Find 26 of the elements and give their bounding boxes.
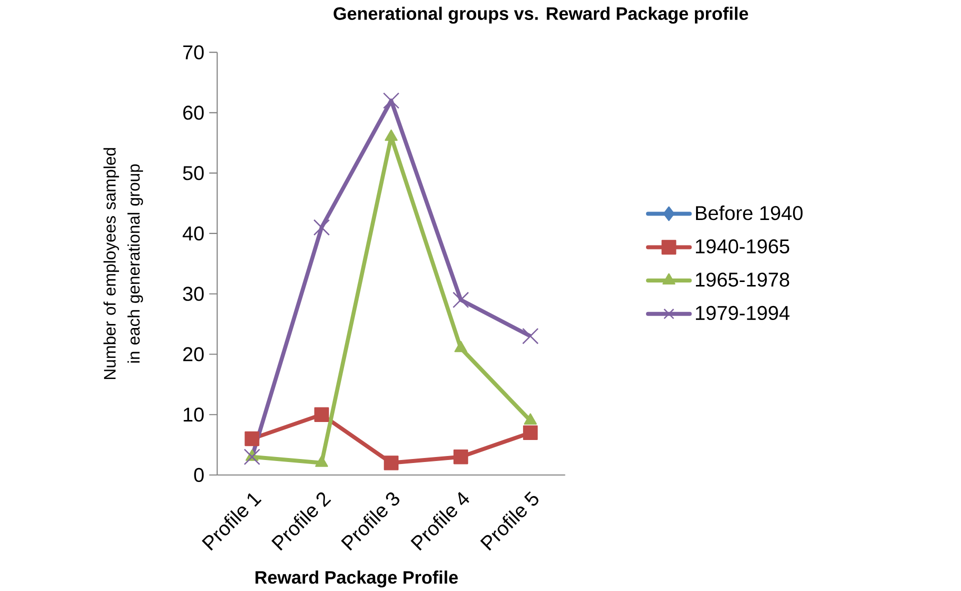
point — [314, 407, 329, 422]
point — [384, 456, 399, 470]
y-tick-label: 10 — [184, 408, 204, 422]
point — [382, 92, 400, 109]
y-tick-label: 70 — [183, 45, 204, 60]
point — [244, 431, 260, 446]
y-tick-label: 20 — [183, 347, 204, 362]
y-axis-title: Number of employees sampled in each generational group — [103, 148, 144, 380]
point — [523, 425, 538, 440]
point — [313, 219, 330, 236]
y-tick-label: 50 — [183, 166, 204, 180]
y-tick-label: 40 — [182, 226, 204, 241]
legend-label: 1940-1965 — [696, 239, 790, 254]
point — [452, 292, 470, 308]
x-axis-title: Reward Package Profile — [256, 570, 458, 588]
y-tick-label: 60 — [183, 106, 204, 120]
point — [384, 130, 398, 141]
legend-label: 1965-1978 — [696, 272, 790, 287]
y-tick-label: 30 — [183, 286, 204, 301]
point — [522, 328, 539, 344]
chart-title: Generational groups vs. Reward Package profile — [334, 6, 748, 24]
legend-label: Before 1940 — [696, 205, 803, 220]
point — [453, 450, 468, 464]
point — [244, 448, 260, 466]
legend-label: 1979-1994 — [696, 306, 790, 320]
y-tick-label: 0 — [194, 468, 204, 482]
